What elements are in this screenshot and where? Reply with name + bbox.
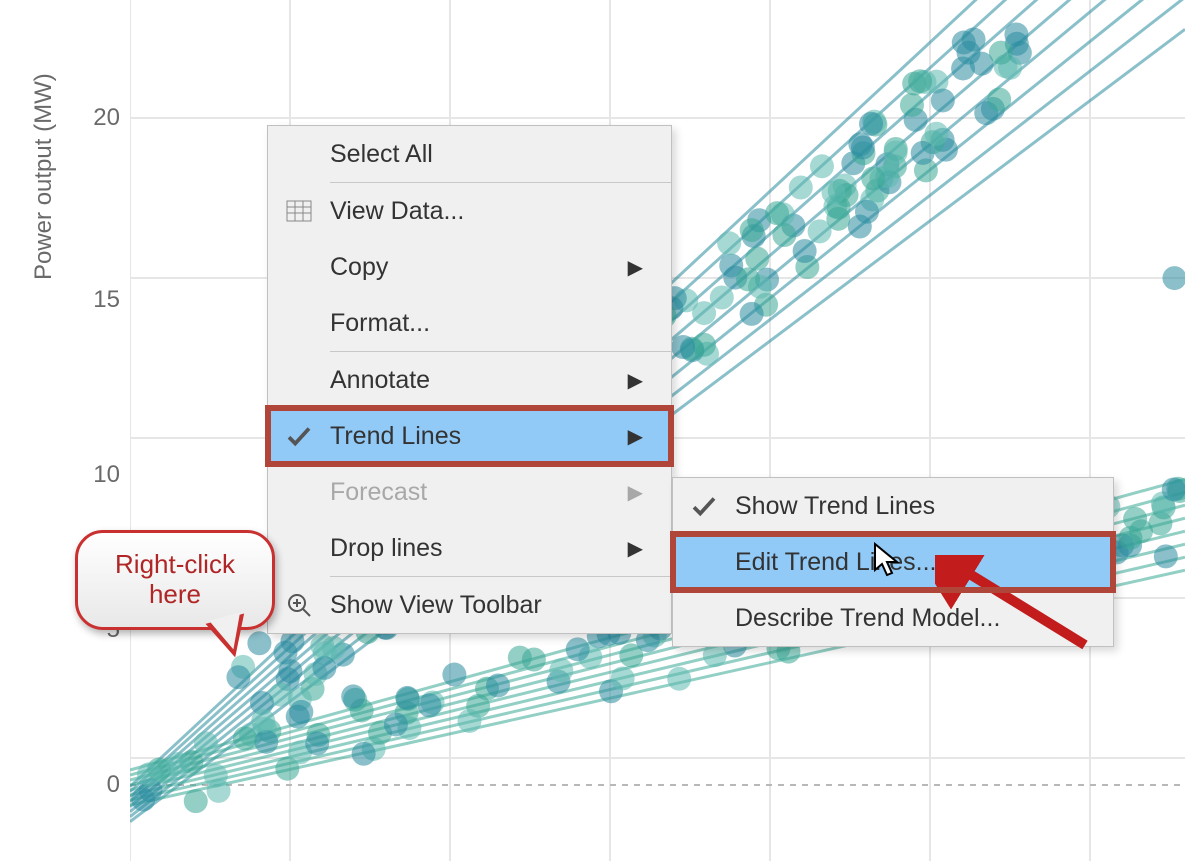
menu-item-label: Drop lines: [330, 534, 608, 563]
context-menu-item-view-data[interactable]: View Data...: [268, 183, 671, 239]
menu-item-label: Describe Trend Model...: [735, 604, 1085, 633]
menu-item-label: Annotate: [330, 366, 608, 395]
y-tick-10: 10: [80, 461, 120, 489]
context-menu-item-show-view-toolbar[interactable]: Show View Toolbar: [268, 577, 671, 633]
submenu-arrow-icon: ▶: [628, 368, 643, 393]
menu-item-label: Format...: [330, 309, 643, 338]
submenu-arrow-icon: ▶: [628, 424, 643, 449]
check-icon: [268, 421, 330, 451]
menu-item-label: Edit Trend Lines...: [735, 548, 1085, 577]
context-menu-item-annotate[interactable]: Annotate ▶: [268, 352, 671, 408]
submenu-item-show-trend-lines[interactable]: Show Trend Lines: [673, 478, 1113, 534]
y-axis-label: Power output (MW): [30, 73, 58, 280]
submenu-arrow-icon: ▶: [628, 480, 643, 505]
menu-item-label: Select All: [330, 140, 643, 169]
context-menu-item-trend-lines[interactable]: Trend Lines ▶: [268, 408, 671, 464]
y-tick-15: 15: [80, 286, 120, 314]
submenu-arrow-icon: ▶: [628, 255, 643, 280]
y-tick-20: 20: [80, 104, 120, 132]
context-menu[interactable]: Select All View Data... Copy ▶ Format... Anno…: [267, 125, 672, 634]
right-click-callout: Right-click here: [75, 530, 275, 630]
menu-item-label: Copy: [330, 253, 608, 282]
menu-item-label: Forecast: [330, 478, 608, 507]
submenu-arrow-icon: ▶: [628, 536, 643, 561]
menu-item-label: Show Trend Lines: [735, 492, 1085, 521]
context-menu-item-select-all[interactable]: Select All: [268, 126, 671, 182]
context-menu-item-forecast: Forecast ▶: [268, 464, 671, 520]
table-icon: [268, 200, 330, 222]
zoom-icon: [268, 591, 330, 619]
context-menu-item-format[interactable]: Format...: [268, 295, 671, 351]
callout-text: Right-click here: [115, 550, 235, 610]
menu-item-label: View Data...: [330, 197, 643, 226]
submenu-item-edit-trend-lines[interactable]: Edit Trend Lines...: [673, 534, 1113, 590]
context-menu-item-drop-lines[interactable]: Drop lines ▶: [268, 520, 671, 576]
check-icon: [673, 491, 735, 521]
menu-item-label: Show View Toolbar: [330, 591, 643, 620]
context-menu-item-copy[interactable]: Copy ▶: [268, 239, 671, 295]
submenu-item-describe-trend-model[interactable]: Describe Trend Model...: [673, 590, 1113, 646]
trend-lines-submenu[interactable]: Show Trend Lines Edit Trend Lines... Descr…: [672, 477, 1114, 647]
y-tick-0: 0: [80, 771, 120, 799]
menu-item-label: Trend Lines: [330, 422, 608, 451]
